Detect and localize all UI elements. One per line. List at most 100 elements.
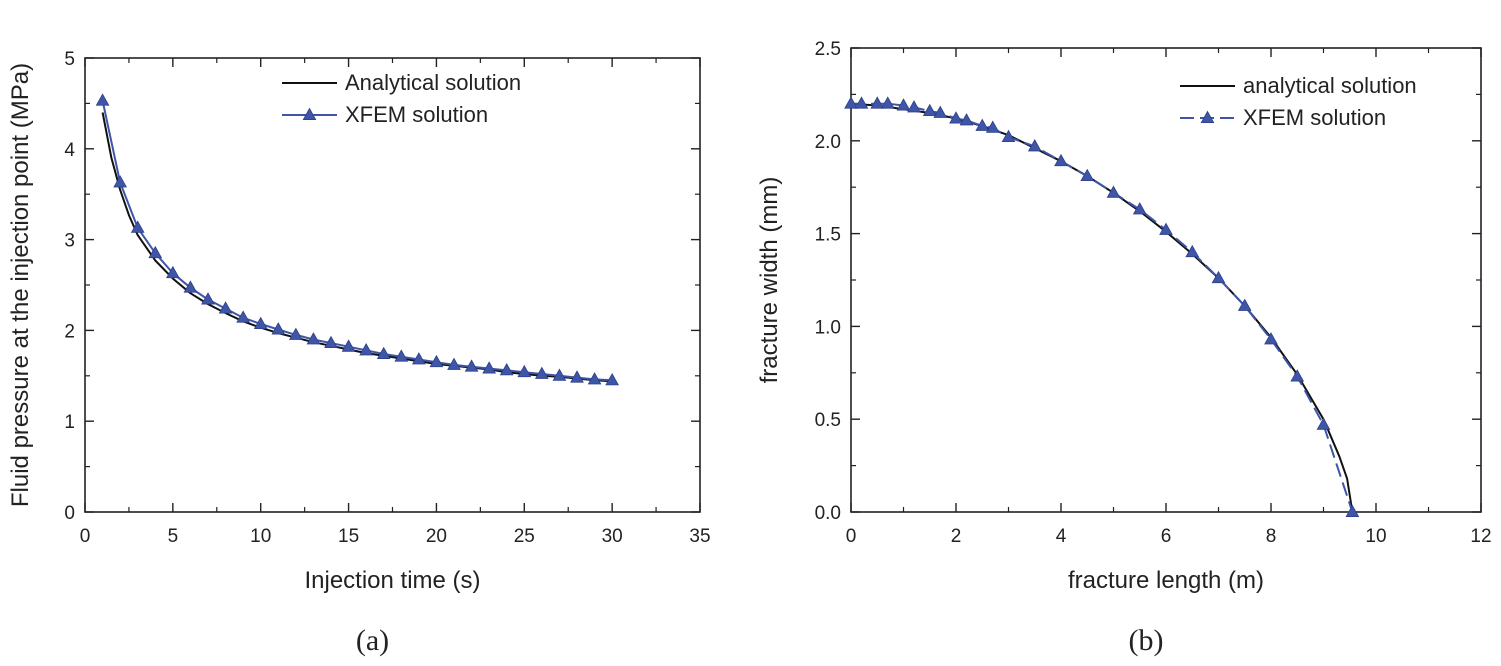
- y-tick-label: 2.5: [815, 39, 841, 60]
- data-point-marker: [289, 327, 303, 340]
- data-point-marker: [959, 113, 974, 126]
- data-point-marker: [1159, 222, 1173, 235]
- x-tick-label: 6: [1161, 526, 1172, 547]
- data-point-marker: [1316, 417, 1331, 430]
- x-tick-label: 4: [1056, 526, 1067, 547]
- series-xfem: [95, 93, 619, 386]
- y-tick-label: 1.0: [815, 317, 841, 338]
- data-point-marker: [844, 96, 858, 109]
- series-analytical: [850, 102, 1354, 513]
- data-point-marker: [376, 346, 391, 359]
- data-point-marker: [949, 111, 963, 124]
- data-point-marker: [854, 96, 869, 109]
- data-point-marker: [880, 96, 895, 109]
- x-tick-label: 15: [338, 526, 359, 547]
- data-point-marker: [1345, 504, 1360, 517]
- data-point-marker: [1237, 298, 1252, 311]
- y-axis-title: Fluid pressure at the injection point (M…: [7, 63, 34, 507]
- y-tick-label: 0: [64, 503, 75, 524]
- legend: analytical solution XFEM solution: [1180, 73, 1417, 130]
- data-point-marker: [166, 265, 180, 279]
- data-point-marker: [148, 245, 163, 259]
- data-point-marker: [1211, 270, 1226, 284]
- x-tick-label: 12: [1470, 526, 1491, 547]
- y-tick-label: 1.5: [815, 225, 841, 246]
- data-point-marker: [535, 366, 549, 379]
- data-point-marker: [183, 280, 198, 293]
- data-point-marker: [394, 349, 409, 362]
- chart-panel-a: 0 5 10 15 20 25 30 35 0 1 2 3 4 5 Injection time (s) Fl…: [7, 49, 711, 657]
- panel-label: (b): [1129, 624, 1164, 657]
- x-tick-label: 20: [426, 526, 447, 547]
- x-tick-label: 10: [1365, 526, 1386, 547]
- chart-panel-b: 0 2 4 6 8 10 12 0.0 0.5 1.0 1.5 2.0 2.5 fracture leng…: [756, 39, 1492, 657]
- data-point-marker: [933, 105, 948, 118]
- legend-marker: [302, 107, 317, 120]
- data-point-marker: [570, 370, 584, 383]
- x-tick-label: 8: [1266, 526, 1277, 547]
- x-tick-label: 0: [80, 526, 91, 547]
- y-tick-label: 0.0: [815, 503, 841, 524]
- data-point-marker: [95, 93, 110, 106]
- y-tick-label: 2: [64, 321, 75, 342]
- data-point-marker: [605, 373, 619, 386]
- legend-marker: [1200, 110, 1215, 123]
- series-line: [851, 102, 1354, 513]
- data-point-marker: [447, 357, 461, 370]
- data-point-marker: [1001, 129, 1016, 143]
- panel-label: (a): [356, 624, 389, 657]
- y-tick-label: 0.5: [815, 410, 841, 431]
- y-tick-label: 5: [64, 49, 75, 70]
- data-point-marker: [896, 98, 911, 111]
- x-tick-label: 0: [846, 526, 857, 547]
- y-tick-label: 2.0: [815, 132, 841, 153]
- data-point-marker: [499, 363, 514, 376]
- series-line: [101, 100, 613, 382]
- series-line: [101, 112, 613, 383]
- data-point-marker: [922, 103, 937, 117]
- series-xfem: [844, 96, 1360, 517]
- data-point-marker: [1106, 185, 1121, 198]
- data-point-marker: [1054, 153, 1068, 167]
- x-tick-label: 2: [951, 526, 962, 547]
- data-point-marker: [1290, 369, 1305, 382]
- legend-label: XFEM solution: [1243, 105, 1386, 130]
- y-tick-label: 4: [64, 140, 75, 161]
- data-point-marker: [975, 118, 990, 131]
- data-point-marker: [907, 100, 921, 113]
- data-point-marker: [1027, 139, 1042, 152]
- data-point-marker: [271, 322, 286, 335]
- data-point-marker: [324, 335, 338, 349]
- data-point-marker: [1080, 168, 1095, 182]
- data-point-marker: [412, 352, 426, 365]
- x-axis-title: fracture length (m): [1068, 567, 1264, 594]
- y-tick-label: 3: [64, 231, 75, 252]
- legend-label: analytical solution: [1243, 73, 1417, 98]
- data-point-marker: [218, 301, 233, 314]
- series-analytical: [101, 112, 613, 383]
- y-tick-label: 1: [64, 412, 75, 433]
- data-point-marker: [1264, 332, 1278, 345]
- data-point-marker: [482, 361, 496, 374]
- legend-label: XFEM solution: [345, 102, 488, 127]
- x-tick-label: 10: [250, 526, 271, 547]
- x-tick-label: 25: [514, 526, 535, 547]
- x-tick-label: 5: [168, 526, 179, 547]
- data-point-marker: [517, 364, 532, 378]
- data-point-marker: [306, 332, 321, 345]
- data-point-marker: [1132, 202, 1147, 215]
- x-axis-title: Injection time (s): [304, 567, 480, 594]
- data-point-marker: [113, 175, 127, 188]
- legend-label: Analytical solution: [345, 70, 521, 95]
- data-point-marker: [236, 310, 250, 323]
- x-tick-label: 30: [602, 526, 623, 547]
- data-point-marker: [870, 96, 885, 109]
- data-point-marker: [985, 120, 1000, 133]
- series-line: [850, 102, 1354, 513]
- data-point-marker: [341, 339, 356, 352]
- data-point-marker: [552, 368, 567, 381]
- x-tick-label: 35: [689, 526, 710, 547]
- y-axis-title: fracture width (mm): [756, 177, 783, 384]
- data-point-marker: [130, 220, 145, 233]
